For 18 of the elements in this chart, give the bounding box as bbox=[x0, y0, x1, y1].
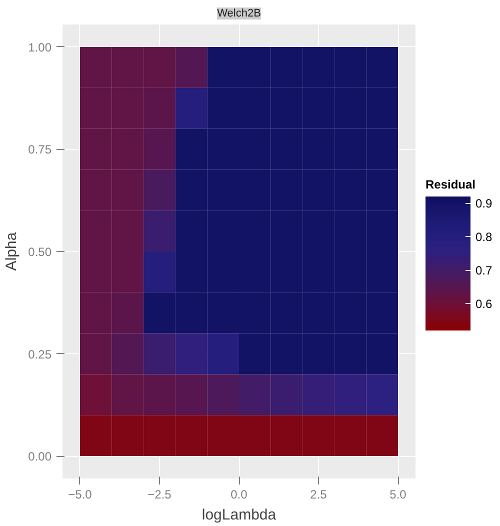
x-tick-label: 2.5 bbox=[310, 488, 328, 502]
y-tick-label: 0.00 bbox=[28, 450, 52, 464]
y-axis-title: Alpha bbox=[3, 232, 20, 271]
color-bar-label: 0.7 bbox=[476, 264, 493, 278]
x-tick-label: −5.0 bbox=[68, 488, 92, 502]
color-bar-label: 0.8 bbox=[476, 230, 493, 244]
y-tick-label: 0.75 bbox=[28, 142, 52, 157]
x-tick-label: 5.0 bbox=[390, 488, 407, 502]
y-tick-label: 0.50 bbox=[28, 245, 52, 259]
color-bar-title: Residual bbox=[426, 178, 476, 192]
x-tick-label: −2.5 bbox=[148, 488, 172, 502]
y-tick-label: 0.25 bbox=[28, 347, 52, 362]
chart-title: Welch2B bbox=[217, 8, 261, 20]
x-tick-label: 0.0 bbox=[230, 488, 248, 502]
y-tick-label: 1.00 bbox=[28, 40, 52, 54]
color-bar-label: 0.6 bbox=[476, 297, 493, 312]
x-axis-title: logLambda bbox=[202, 506, 277, 524]
color-bar-label: 0.9 bbox=[476, 196, 493, 211]
